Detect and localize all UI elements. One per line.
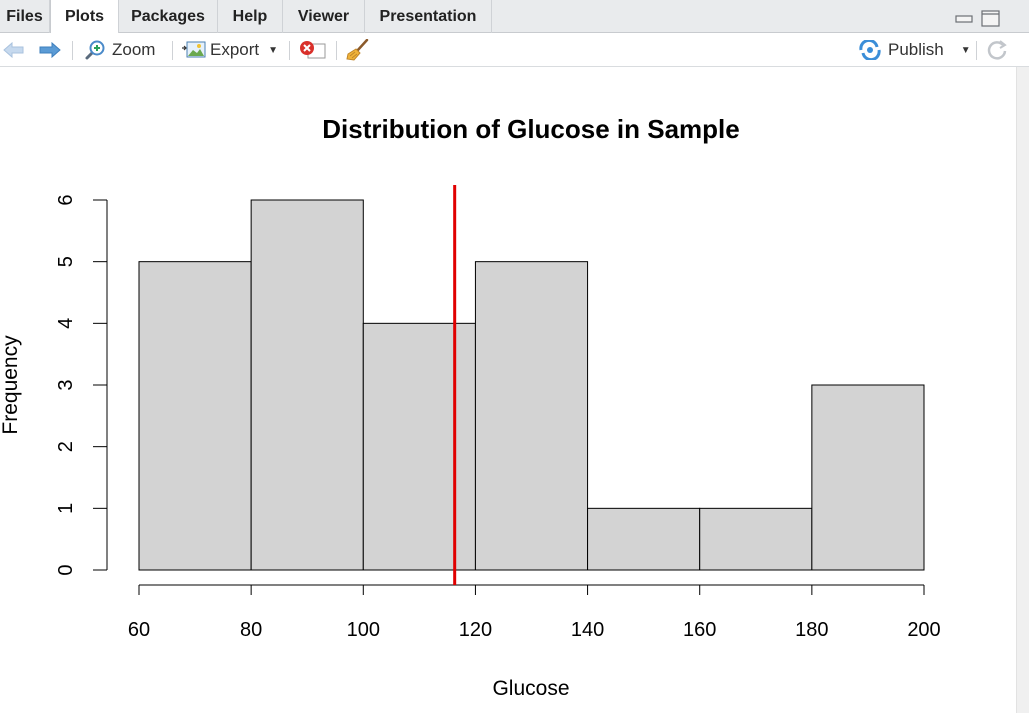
histogram-bar	[138, 261, 252, 571]
tab-viewer[interactable]: Viewer	[283, 0, 365, 33]
toolbar-separator	[976, 41, 977, 60]
maximize-icon	[981, 10, 1000, 27]
x-tick-label: 160	[683, 619, 716, 641]
tab-files[interactable]: Files	[0, 0, 50, 33]
arrow-left-icon	[3, 42, 24, 58]
publish-label: Publish	[888, 40, 944, 59]
zoom-icon	[85, 40, 105, 60]
histogram-bar	[699, 507, 813, 571]
chevron-down-icon: ▼	[960, 44, 971, 56]
x-tick-label: 140	[571, 619, 604, 641]
vertical-scrollbar[interactable]	[1016, 67, 1029, 713]
x-tick-label: 100	[347, 619, 380, 641]
remove-plot-icon	[300, 41, 326, 59]
toolbar-separator	[72, 41, 73, 60]
histogram-bar	[474, 261, 589, 571]
histogram-bar	[587, 507, 701, 571]
chart-title: Distribution of Glucose in Sample	[322, 114, 740, 144]
toolbar-separator	[336, 41, 337, 60]
back-button[interactable]	[2, 33, 24, 67]
y-tick-label: 4	[55, 318, 77, 329]
pane-tab-bar: Files Plots Packages Help Viewer Present…	[0, 0, 1029, 34]
plot-viewer: Distribution of Glucose in Sample Glucos…	[0, 67, 1016, 713]
zoom-button[interactable]: Zoom	[84, 33, 155, 67]
toolbar-separator	[172, 41, 173, 60]
x-tick-label: 200	[907, 619, 940, 641]
export-button[interactable]: Export ▼	[182, 33, 278, 67]
tab-help[interactable]: Help	[218, 0, 283, 33]
y-tick-label: 0	[55, 564, 77, 575]
arrow-right-icon	[39, 42, 61, 58]
toolbar-separator	[289, 41, 290, 60]
tab-plots[interactable]: Plots	[50, 0, 119, 34]
plots-toolbar: Zoom Export ▼ Publish	[0, 33, 1029, 67]
minimize-icon	[955, 15, 973, 23]
histogram-bar	[250, 199, 364, 571]
publish-icon	[859, 40, 881, 60]
refresh-icon	[987, 40, 1007, 60]
y-tick-label: 6	[55, 194, 77, 205]
minimize-pane-button[interactable]	[955, 10, 973, 29]
y-tick-label: 5	[55, 256, 77, 267]
forward-button[interactable]	[38, 33, 62, 67]
x-tick-label: 80	[240, 619, 262, 641]
histogram-bar	[811, 384, 925, 571]
x-axis-label: Glucose	[492, 677, 569, 700]
chevron-down-icon: ▼	[268, 44, 279, 56]
zoom-label: Zoom	[112, 40, 156, 59]
publish-button[interactable]: Publish ▼	[858, 33, 971, 67]
refresh-button[interactable]	[986, 33, 1008, 67]
remove-plot-button[interactable]	[298, 33, 326, 67]
y-axis-label: Frequency	[0, 335, 22, 435]
x-tick-label: 60	[128, 619, 150, 641]
tab-presentation[interactable]: Presentation	[365, 0, 492, 33]
export-label: Export	[210, 40, 260, 59]
tab-packages[interactable]: Packages	[119, 0, 218, 33]
histogram-bar	[362, 322, 476, 571]
y-tick-label: 3	[55, 379, 77, 390]
maximize-pane-button[interactable]	[981, 10, 1001, 33]
y-tick-label: 2	[55, 441, 77, 452]
broom-icon	[346, 39, 369, 61]
x-tick-label: 180	[795, 619, 828, 641]
glucose-histogram: Distribution of Glucose in Sample Glucos…	[0, 114, 941, 700]
y-tick-label: 1	[55, 503, 77, 514]
x-tick-label: 120	[459, 619, 492, 641]
export-image-icon	[182, 41, 206, 58]
clear-all-plots-button[interactable]	[346, 33, 370, 67]
